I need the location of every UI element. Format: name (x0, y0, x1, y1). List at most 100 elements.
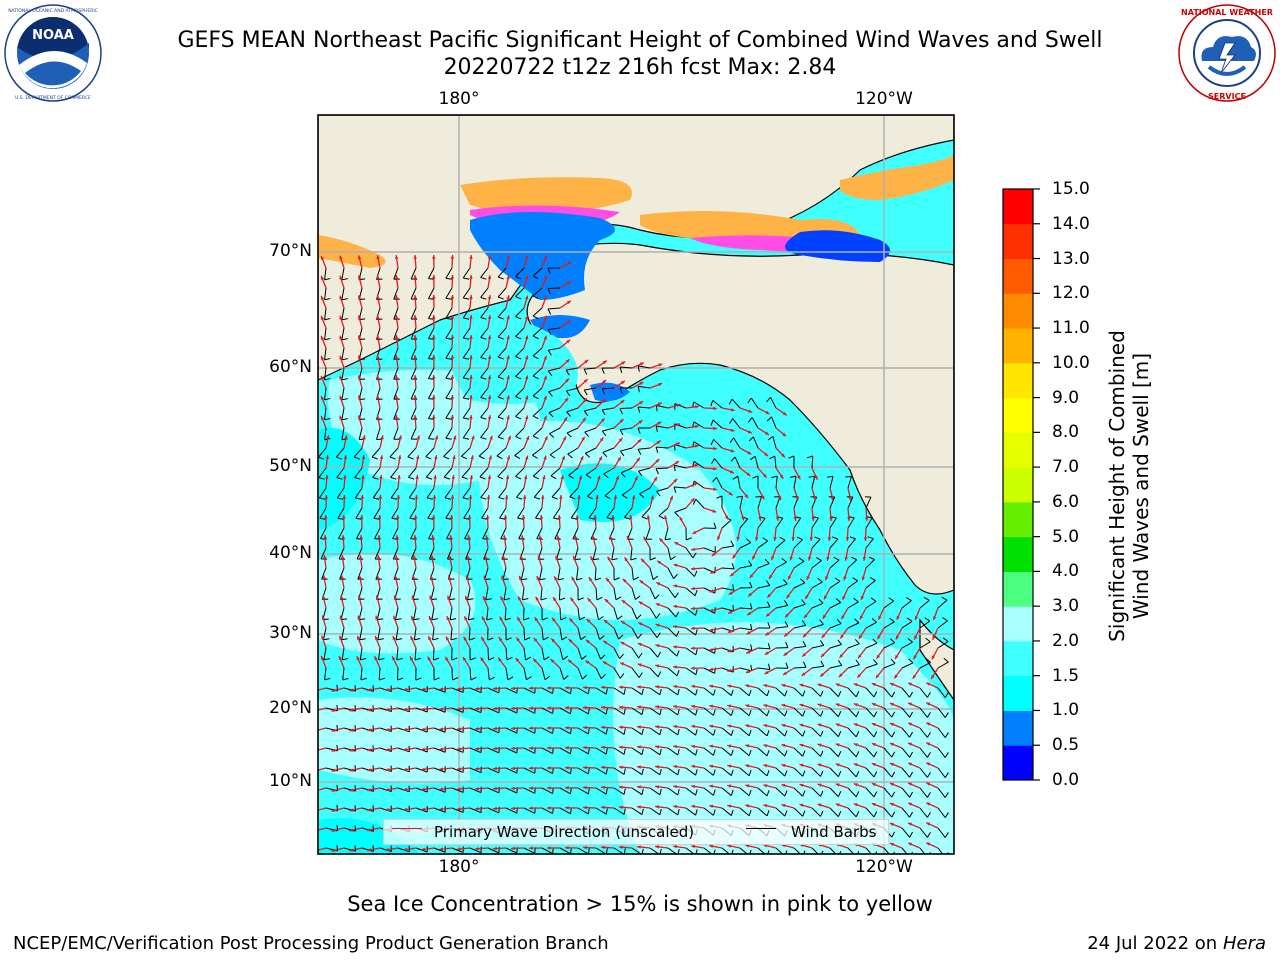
wave-arrowhead (747, 451, 752, 455)
wind-barb (793, 582, 806, 589)
svg-text:NATIONAL OCEANIC AND ATMOSPHER: NATIONAL OCEANIC AND ATMOSPHERIC (8, 8, 98, 14)
wind-barb-feather (397, 677, 404, 681)
wind-barb (465, 547, 471, 560)
wind-barb (361, 687, 374, 692)
wind-barb (919, 847, 926, 854)
wave-arrowhead (914, 635, 918, 640)
wind-barb-feather (515, 396, 522, 400)
wind-barb-feather (819, 640, 825, 646)
wind-barb (451, 767, 464, 773)
wind-barb (410, 347, 417, 360)
wave-arrowhead (656, 440, 661, 445)
wind-barb-feather (766, 810, 770, 817)
wind-barb-feather (407, 456, 414, 460)
wave-arrowhead (519, 555, 524, 560)
wave-arrowhead (766, 612, 771, 617)
wind-barb-feather (890, 658, 896, 664)
wave-arrowhead (691, 704, 696, 709)
wave-arrowhead (331, 708, 336, 712)
wave-arrowhead (506, 455, 511, 460)
wave-arrowhead (889, 842, 894, 847)
wave-arrowhead (421, 787, 425, 792)
wind-barb-feather (944, 692, 949, 698)
wind-barb (559, 647, 564, 660)
wind-barb-feather (468, 618, 475, 621)
wave-arrowhead (349, 748, 354, 752)
wind-barb-feather (748, 689, 752, 696)
wave-arrowhead (493, 766, 497, 771)
wind-barb-feather (450, 637, 457, 641)
wind-barb (883, 687, 893, 698)
wave-arrowhead (853, 683, 858, 687)
wave-arrowhead (326, 435, 330, 440)
wind-barb (343, 747, 356, 752)
wave-arrowhead (466, 555, 470, 560)
wind-barb-feather (641, 748, 644, 755)
wave-arrowhead (673, 584, 678, 588)
wave-arrowhead (524, 315, 529, 320)
wind-barb (601, 387, 615, 390)
wind-barb (408, 467, 417, 478)
wind-barb (445, 407, 453, 419)
wind-barb (505, 707, 518, 714)
sea-ice-note: Sea Ice Concentration > 15% is shown in … (347, 892, 933, 916)
wind-barb (655, 467, 669, 470)
wave-arrowhead (543, 395, 547, 400)
wind-barb (485, 587, 489, 600)
wave-arrowhead (413, 535, 417, 539)
wind-barb (335, 447, 345, 458)
wind-barb (394, 607, 399, 620)
wind-barb-feather (341, 378, 348, 381)
wave-arrowhead (561, 455, 565, 460)
wind-barb (757, 647, 771, 650)
wave-arrowhead (637, 785, 641, 789)
wave-arrowhead (673, 684, 677, 689)
wave-arrowhead (434, 455, 438, 460)
wind-barb (606, 507, 615, 518)
wind-barb (847, 767, 857, 778)
wind-barb-feather (909, 691, 914, 698)
wave-arrowhead (361, 455, 366, 459)
wave-arrowhead (524, 415, 529, 420)
wind-barb (865, 747, 875, 758)
wind-barb-feather (730, 540, 735, 547)
wind-barb (559, 847, 571, 854)
wind-barb (357, 567, 363, 580)
wave-arrowhead (765, 431, 769, 435)
wave-arrowhead (379, 455, 384, 460)
wind-barb (515, 327, 525, 337)
wave-arrowhead (493, 686, 497, 691)
wind-barb-feather (584, 431, 590, 437)
wave-arrowhead (727, 764, 732, 768)
wave-arrowhead (452, 455, 456, 460)
wave-arrowhead (741, 516, 745, 521)
wind-barb-feather (784, 730, 788, 737)
wind-barb-feather (341, 338, 348, 341)
colorbar-bin (1003, 501, 1033, 538)
wind-barb-feather (611, 558, 618, 561)
wave-arrowhead (325, 475, 329, 479)
wind-barb (865, 727, 875, 738)
wave-arrowhead (712, 509, 717, 513)
wind-barb (559, 727, 571, 735)
wind-barb (811, 847, 819, 854)
wind-barb-feather (337, 497, 344, 500)
wind-barb (775, 847, 784, 854)
wave-arrowhead (343, 455, 348, 459)
wind-barb (775, 747, 786, 757)
wind-barb (343, 767, 356, 772)
wind-barb-feather (342, 658, 349, 661)
wind-barb (541, 807, 553, 815)
wind-barb (523, 727, 535, 734)
wave-arrowhead (457, 707, 461, 711)
wind-barb-feather (541, 617, 548, 621)
wind-barb-feather (318, 456, 325, 460)
wind-barb (428, 307, 435, 319)
wave-arrowhead (539, 515, 544, 519)
wave-arrowhead (578, 475, 583, 480)
wave-arrowhead (565, 746, 569, 750)
wave-arrowhead (853, 783, 858, 787)
wave-arrowhead (691, 547, 695, 552)
wave-arrowhead (782, 432, 787, 437)
wind-barb-feather (532, 335, 539, 340)
